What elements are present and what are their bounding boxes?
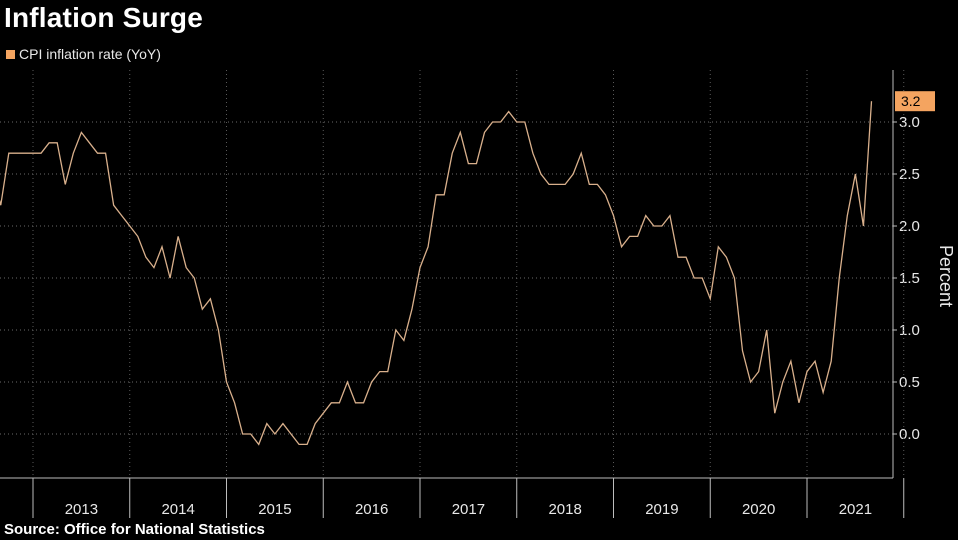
y-tick-label: 1.0: [899, 322, 920, 339]
y-tick-label: 1.5: [899, 270, 920, 287]
x-tick-label: 2013: [65, 501, 98, 518]
legend-swatch: [6, 49, 15, 59]
y-tick-label: 0.0: [899, 426, 920, 443]
x-tick-label: 2021: [839, 501, 872, 518]
x-tick-label: 2016: [355, 501, 388, 518]
x-tick-label: 2017: [452, 501, 485, 518]
legend: CPI inflation rate (YoY): [6, 46, 161, 62]
x-tick-label: 2014: [161, 501, 194, 518]
x-tick-label: 2019: [645, 501, 678, 518]
last-value-box: [895, 91, 935, 112]
x-tick-label: 2015: [258, 501, 291, 518]
series-line-cpi: [0, 101, 873, 446]
chart-title: Inflation Surge: [4, 2, 203, 33]
y-tick-label: 2.5: [899, 166, 920, 183]
legend-label: CPI inflation rate (YoY): [19, 46, 161, 62]
last-value-label: 3.2: [901, 93, 921, 109]
y-tick-label: 2.0: [899, 218, 920, 235]
y-tick-label: 0.5: [899, 374, 920, 391]
source-note: Source: Office for National Statistics: [4, 521, 265, 538]
x-tick-label: 2018: [548, 501, 581, 518]
y-tick-label: 3.0: [899, 114, 920, 131]
x-tick-label: 2020: [742, 501, 775, 518]
y-axis-label: Percent: [936, 245, 956, 307]
